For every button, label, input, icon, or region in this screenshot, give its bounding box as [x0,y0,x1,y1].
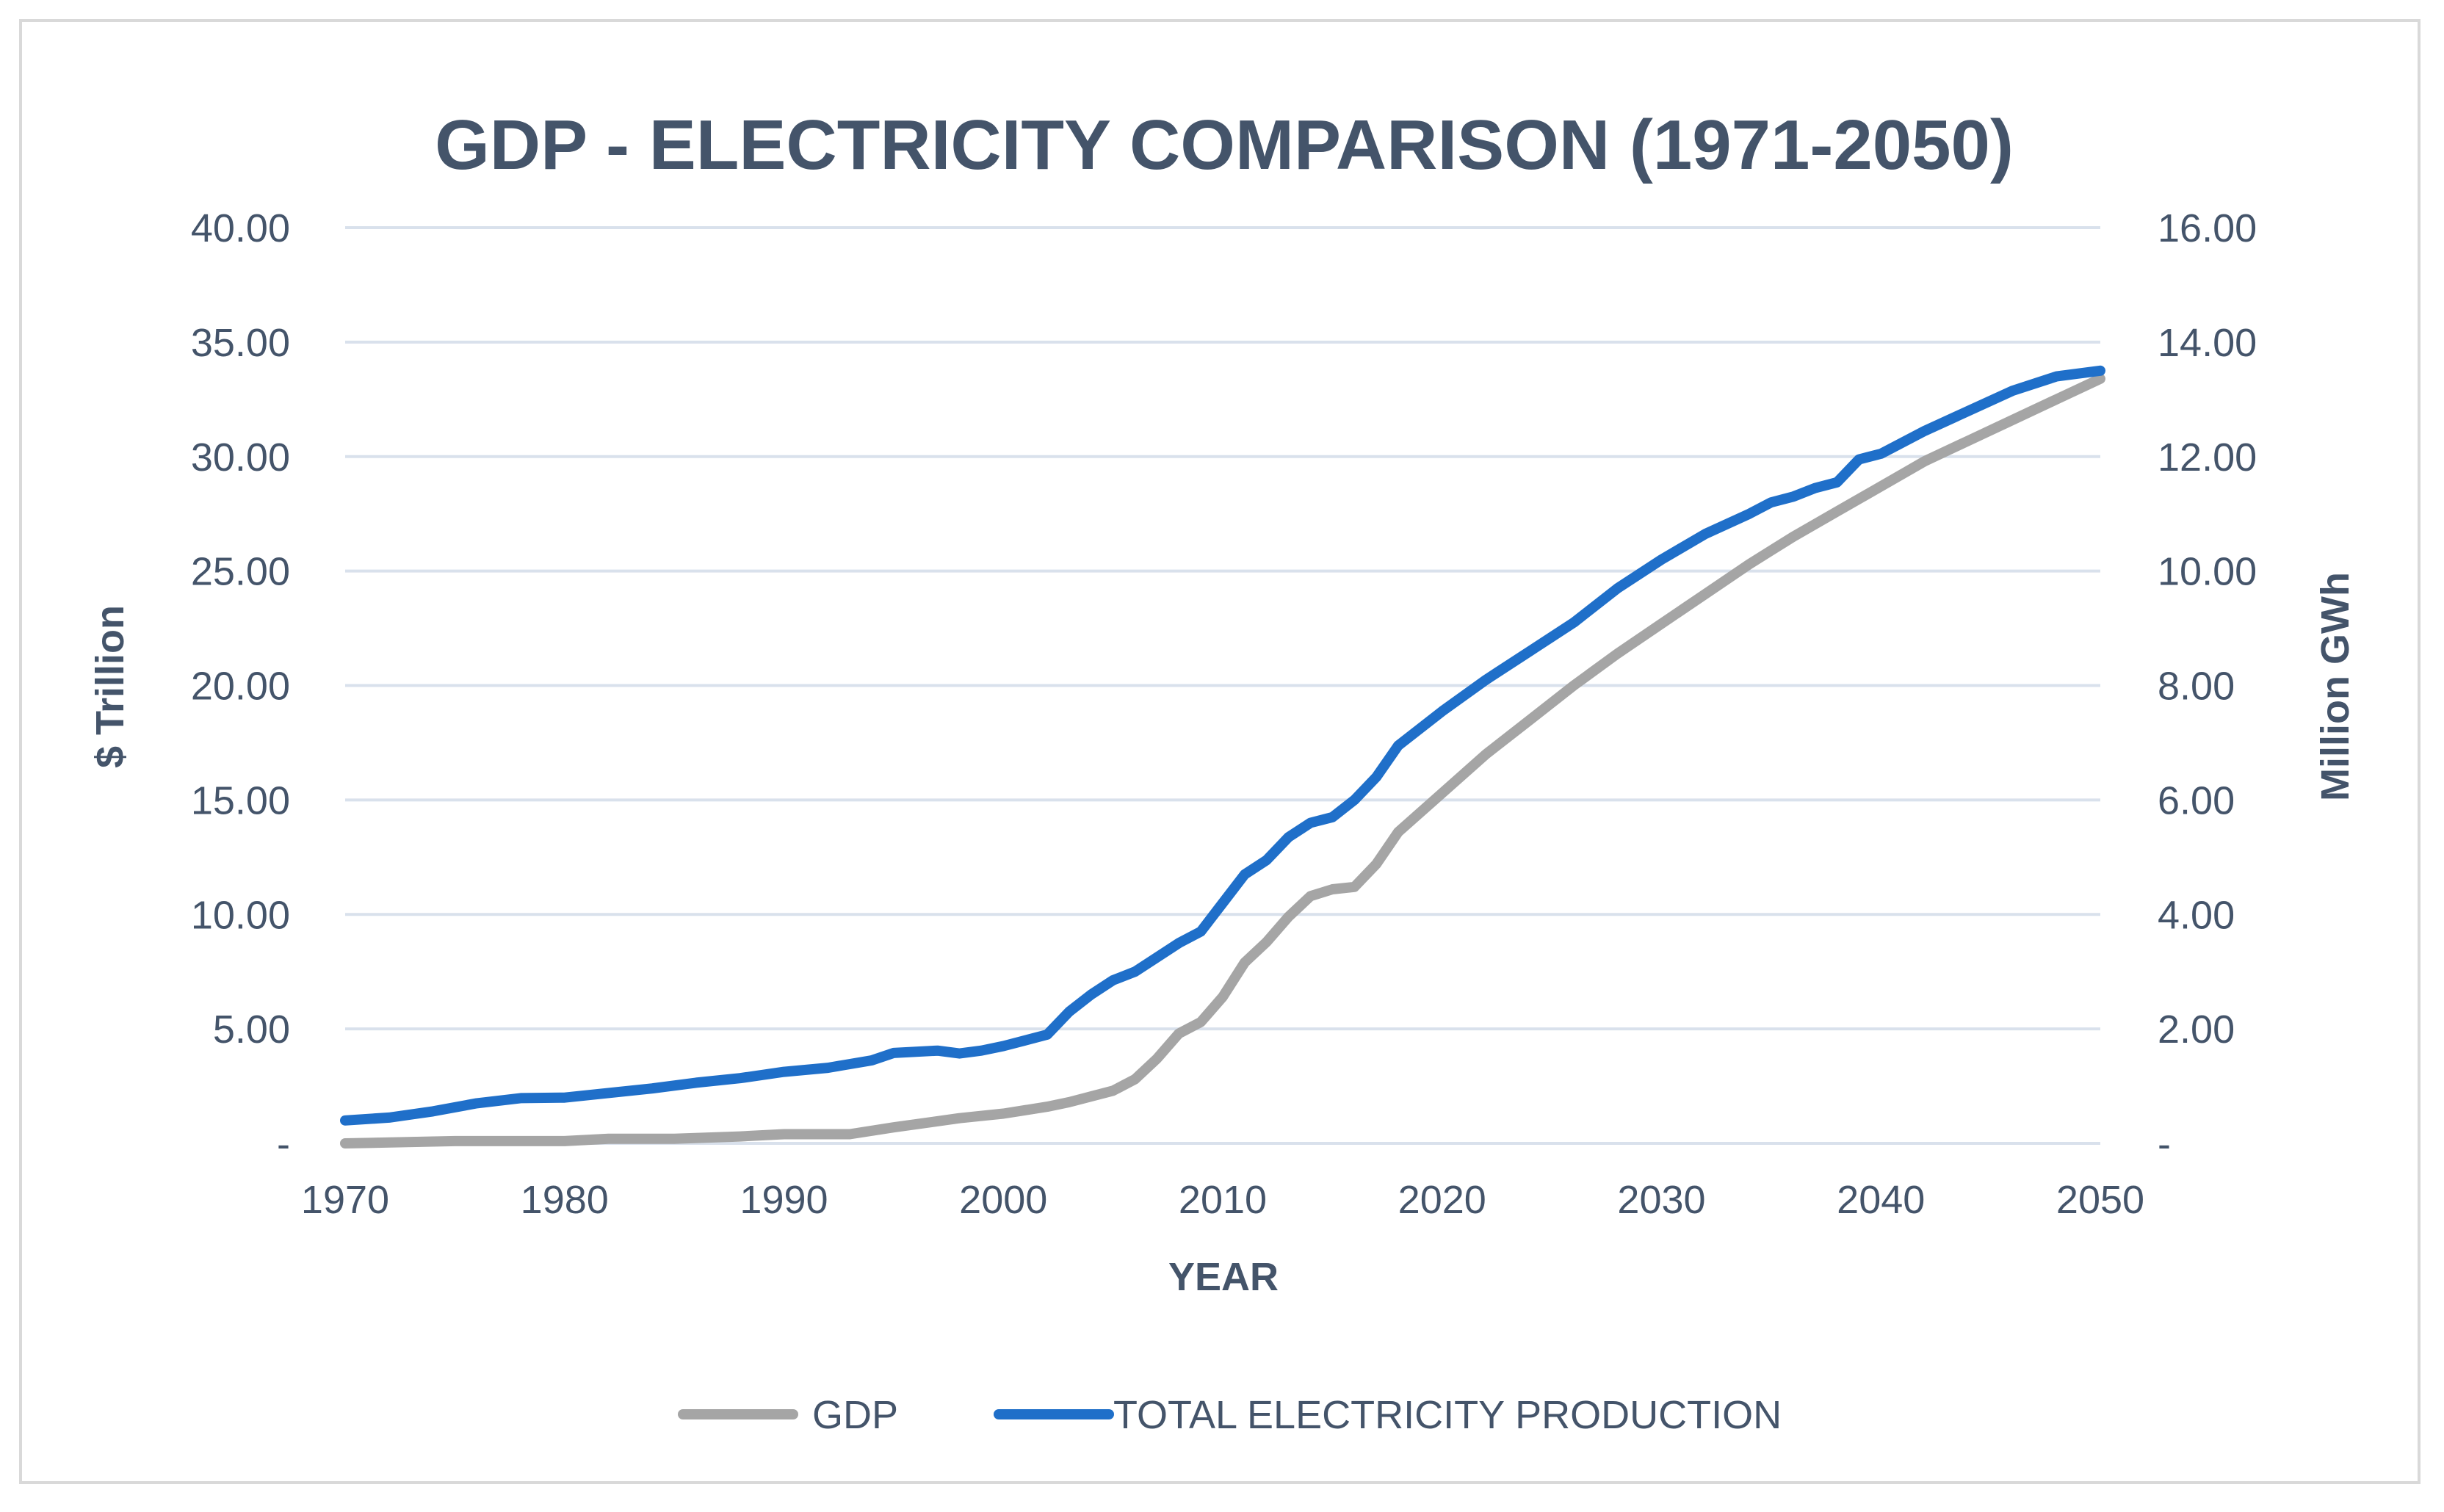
x-tick-label: 2030 [1617,1178,1705,1222]
y2-tick-label: 4.00 [2158,893,2235,937]
x-tick-label: 1970 [301,1178,389,1222]
x-tick-label: 2040 [1837,1178,1925,1222]
y-tick-label: 20.00 [191,665,290,709]
y2-axis-title: Million GWh [2313,572,2357,801]
legend-label-gdp: GDP [812,1393,898,1437]
y2-tick-label: 16.00 [2158,206,2257,250]
x-tick-label: 1990 [740,1178,828,1222]
legend-label-electricity: TOTAL ELECTRICITY PRODUCTION [1113,1393,1782,1437]
chart-frame: GDP - ELECTRICITY COMPARISON (1971-2050)… [19,19,2420,1484]
y2-tick-label: 10.00 [2158,550,2257,594]
x-tick-label: 2000 [959,1178,1047,1222]
y-tick-label: - [277,1122,290,1166]
series-group [340,365,2105,1149]
x-tick-label: 1980 [521,1178,609,1222]
y2-tick-label: 2.00 [2158,1008,2235,1052]
y-tick-label: 30.00 [191,435,290,480]
y-tick-label: 35.00 [191,321,290,365]
y-tick-label: 40.00 [191,206,290,250]
legend: GDP TOTAL ELECTRICITY PRODUCTION [678,1393,1782,1437]
x-tick-label: 2010 [1179,1178,1267,1222]
series-line-gdp [340,373,2105,1149]
x-axis: 1970 1980 1990 2000 2010 2020 2030 2040 2050 [301,1178,2144,1222]
y-tick-label: 15.00 [191,778,290,822]
series-line-electricity [340,365,2105,1126]
gridlines [345,226,2100,1145]
y2-tick-label: 14.00 [2158,321,2257,365]
y-tick-label: 25.00 [191,550,290,594]
chart-title: GDP - ELECTRICITY COMPARISON (1971-2050) [435,106,2014,184]
x-tick-label: 2050 [2056,1178,2144,1222]
x-tick-label: 2020 [1398,1178,1486,1222]
chart-canvas: GDP - ELECTRICITY COMPARISON (1971-2050)… [88,106,2357,1437]
y2-tick-label: - [2158,1122,2171,1166]
y-axis-title: $ Trillion [88,605,132,768]
y-axis-left: - 5.00 10.00 15.00 20.00 25.00 30.00 35.00 40.00 [191,206,290,1166]
y2-tick-label: 8.00 [2158,665,2235,709]
x-axis-title: YEAR [1168,1255,1279,1299]
y2-tick-label: 12.00 [2158,435,2257,480]
y2-tick-label: 6.00 [2158,778,2235,822]
y-tick-label: 5.00 [213,1008,290,1052]
y-axis-right: - 2.00 4.00 6.00 8.00 10.00 12.00 14.00 16.00 [2158,206,2257,1166]
y-tick-label: 10.00 [191,893,290,937]
